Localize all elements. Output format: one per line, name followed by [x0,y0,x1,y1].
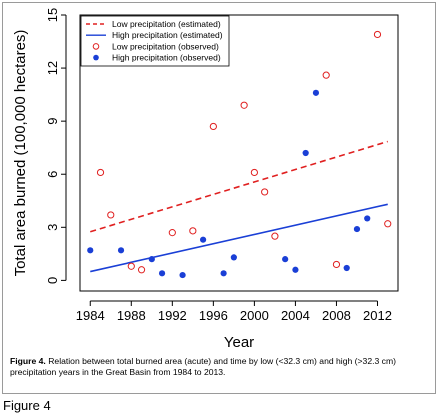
data-point-high [302,149,309,157]
data-point-low [373,30,382,39]
legend-label: Low precipitation (observed) [112,41,219,51]
y-tick-label: 15 [45,8,60,22]
x-tick-label: 1988 [117,308,146,323]
chart-axes: 0 3 6 9 12 15 1984 1988 1992 1996 2000 2004 2008 2012 [45,8,399,323]
data-point-low [271,232,279,240]
data-point-low [107,211,115,219]
data-point-high [158,270,166,277]
legend-point-swatch [92,43,100,50]
data-point-high [343,264,350,272]
caption-text: Relation between total burned area (acut… [10,356,396,377]
figure-label: Figure 4 [3,398,51,413]
y-tick-label: 9 [45,118,60,125]
y-axis-title: Total area burned (100,000 hectares) [12,30,29,277]
data-point-high [282,256,289,263]
x-axis-title: Year [224,334,254,351]
chart-marks [87,30,392,279]
y-tick-label: 12 [45,61,60,75]
data-point-low [322,71,330,79]
plot-box [79,14,399,292]
data-point-high [179,271,186,279]
x-tick-label: 2004 [281,308,310,323]
data-point-low [209,122,217,131]
figure-frame: 0 3 6 9 12 15 1984 1988 1992 1996 2000 2004 2008 2012… [2,2,436,394]
trend-line [90,203,388,273]
y-tick-label: 3 [45,224,60,231]
data-point-high [353,225,361,233]
data-point-high [117,247,125,254]
data-point-low [240,101,248,109]
figure-caption: Figure 4. Relation between total burned … [10,356,432,378]
scatter-chart: 0 3 6 9 12 15 1984 1988 1992 1996 2000 2004 2008 2012… [12,8,399,351]
data-point-low [250,168,258,177]
y-tick-label: 0 [45,277,60,284]
x-tick-label: 2008 [322,308,351,323]
chart-legend: Low precipitation (estimated)High precip… [80,15,230,67]
trend-line [90,140,388,233]
data-point-low [96,168,105,177]
data-point-low [137,266,146,274]
x-tick-label: 1996 [199,308,228,323]
legend-label: Low precipitation (estimated) [112,19,221,29]
data-point-low [384,220,392,228]
legend-box [80,15,230,67]
data-point-low [189,227,197,235]
data-point-high [230,254,237,261]
data-point-high [312,89,320,96]
legend-label: High precipitation (estimated) [112,30,223,40]
caption-lead: Figure 4. [10,356,46,366]
legend-label: High precipitation (observed) [112,53,221,63]
data-point-high [292,266,299,273]
data-point-low [127,262,135,270]
data-point-high [220,270,227,277]
data-point-low [261,188,269,196]
data-point-high [148,256,155,263]
data-point-low [332,260,341,269]
x-tick-label: 2012 [363,308,392,323]
data-point-high [199,236,207,243]
x-tick-label: 2000 [240,308,269,323]
x-tick-label: 1984 [76,308,105,323]
y-tick-label: 6 [45,171,60,178]
data-point-high [87,247,94,254]
data-point-low [168,229,176,237]
x-tick-label: 1992 [158,308,187,323]
data-point-high [364,215,371,222]
legend-point-swatch [93,54,99,61]
